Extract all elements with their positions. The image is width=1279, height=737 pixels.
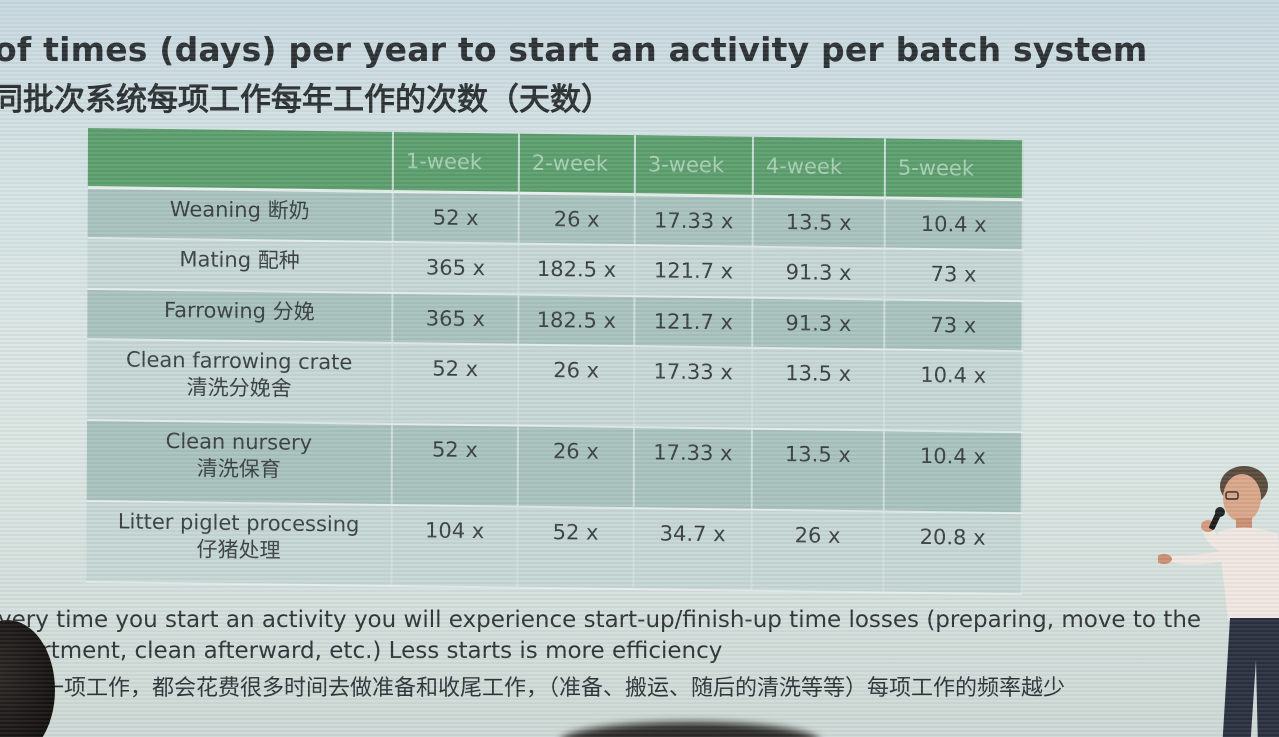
note-line-2: npartment, clean afterward, etc.) Less s… (0, 638, 723, 664)
table-row: Litter piglet processing 仔猪处理 104 x 52 x … (86, 500, 1022, 595)
note-line-1: very time you start an activity you will… (0, 607, 1202, 633)
table-header-5-week: 5-week (884, 138, 1023, 200)
table-cell: 10.4 x (884, 197, 1023, 251)
slide-title-english: of times (days) per year to start an act… (0, 30, 1148, 69)
table-cell: 121.7 x (634, 245, 753, 298)
table-cell: 52 x (392, 191, 519, 244)
table-header-2-week: 2-week (518, 133, 635, 195)
row-label-zh: 清洗保育 (196, 456, 281, 482)
table-cell: 10.4 x (883, 430, 1022, 514)
row-label-en: Clean farrowing crate (125, 347, 353, 375)
row-label: Weaning 断奶 (87, 187, 393, 243)
table-cell: 17.33 x (634, 194, 753, 248)
table-cell: 182.5 x (518, 294, 635, 346)
table-cell: 73 x (884, 298, 1023, 351)
table-cell: 13.5 x (752, 196, 885, 249)
table-cell: 10.4 x (883, 349, 1023, 433)
table-cell: 91.3 x (752, 247, 885, 299)
note-line-3: 开始一项工作，都会花费很多时间去做准备和收尾工作，（准备、搬运、随后的清洗等等）… (0, 676, 1066, 701)
table-cell: 52 x (391, 423, 518, 507)
table-cell: 17.33 x (633, 426, 752, 510)
row-label: Litter piglet processing 仔猪处理 (86, 500, 392, 586)
table-cell: 365 x (392, 242, 519, 295)
table-row: Clean nursery 清洗保育 52 x 26 x 17.33 x 13.5… (86, 419, 1022, 514)
row-label: Clean farrowing crate 清洗分娩舍 (86, 338, 393, 424)
row-label-en: Mating 配种 (179, 247, 300, 274)
table-cell: 182.5 x (518, 243, 635, 296)
slide-title-chinese: 同批次系统每项工作每年工作的次数（天数） (0, 82, 612, 118)
table-cell: 26 x (517, 425, 634, 509)
row-label-zh: 仔猪处理 (196, 537, 281, 563)
table-cell: 91.3 x (752, 297, 885, 350)
batch-activity-table-container: 1-week 2-week 3-week 4-week 5-week Weani… (86, 128, 1023, 595)
table-cell: 365 x (392, 292, 519, 345)
row-label-en: Litter piglet processing (117, 509, 360, 537)
table-cell: 20.8 x (883, 511, 1022, 595)
row-label: Farrowing 分娩 (87, 288, 393, 343)
table-cell: 17.33 x (633, 345, 753, 429)
table-cell: 26 x (518, 193, 635, 246)
audience-head-silhouette-bottom (560, 722, 820, 737)
batch-activity-table: 1-week 2-week 3-week 4-week 5-week Weani… (86, 128, 1024, 595)
row-label-zh: 清洗分娩舍 (186, 374, 292, 401)
presenter-figure (1158, 466, 1279, 737)
table-cell: 121.7 x (634, 295, 753, 348)
table-header-1-week: 1-week (392, 131, 519, 194)
table-header-empty (87, 128, 393, 192)
table-cell: 52 x (391, 342, 519, 426)
table-cell: 26 x (751, 509, 884, 593)
table-cell: 52 x (517, 506, 634, 590)
table-row: Clean farrowing crate 清洗分娩舍 52 x 26 x 17.… (86, 338, 1023, 433)
row-label: Clean nursery 清洗保育 (86, 419, 392, 505)
row-label-en: Farrowing 分娩 (163, 297, 315, 324)
row-label-en: Weaning 断奶 (169, 197, 310, 223)
row-label-en: Clean nursery (165, 428, 313, 455)
table-cell: 73 x (884, 248, 1023, 301)
table-cell: 13.5 x (751, 347, 885, 431)
table-header-4-week: 4-week (752, 136, 885, 198)
row-label: Mating 配种 (87, 238, 393, 293)
table-cell: 34.7 x (633, 508, 752, 591)
table-cell: 104 x (391, 504, 518, 588)
table-cell: 26 x (517, 344, 635, 427)
table-cell: 13.5 x (751, 428, 884, 512)
table-header-3-week: 3-week (634, 135, 753, 197)
